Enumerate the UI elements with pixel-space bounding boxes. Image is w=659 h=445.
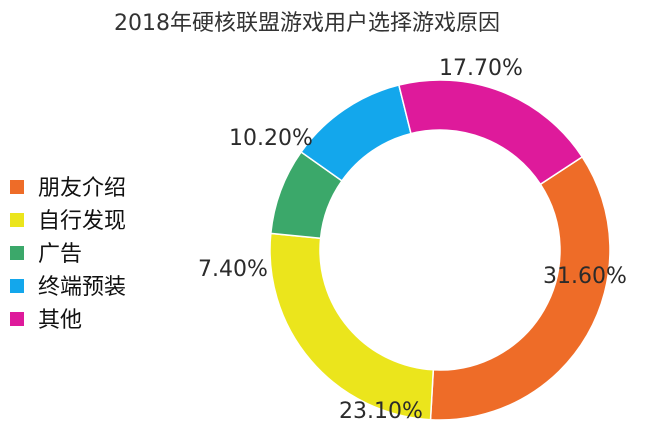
data-label-3: 7.40%	[198, 257, 268, 282]
chart-title: 2018年硬核联盟游戏用户选择游戏原因	[114, 11, 500, 36]
value-labels: 31.60% 23.10% 7.40% 10.20% 17.70%	[198, 56, 627, 424]
legend-label-2: 自行发现	[38, 209, 126, 234]
data-label-5: 17.70%	[439, 56, 523, 81]
legend-swatch-5	[10, 312, 24, 326]
legend-label-1: 朋友介绍	[38, 176, 126, 201]
slice-1	[429, 155, 611, 421]
slice-5	[397, 79, 584, 186]
donut-slices	[269, 79, 611, 421]
legend-label-3: 广告	[38, 242, 82, 267]
legend-swatch-2	[10, 213, 24, 227]
legend-swatch-1	[10, 180, 24, 194]
legend-label-5: 其他	[38, 308, 82, 333]
slice-2	[269, 232, 435, 421]
legend-swatch-3	[10, 246, 24, 260]
data-label-2: 23.10%	[339, 399, 423, 424]
legend-label-4: 终端预装	[38, 275, 126, 300]
data-label-1: 31.60%	[543, 264, 627, 289]
legend-swatch-4	[10, 279, 24, 293]
data-label-4: 10.20%	[229, 126, 313, 151]
